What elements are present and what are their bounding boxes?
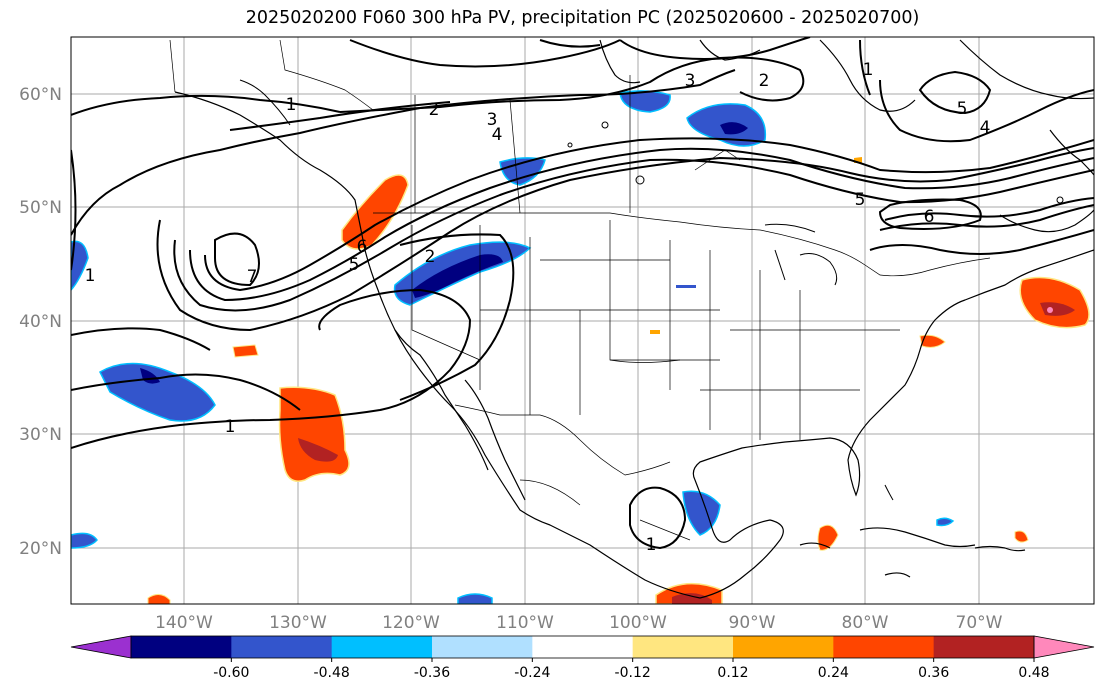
lon-label: 70°W xyxy=(956,613,1003,633)
colorbar-segment xyxy=(432,636,533,658)
colorbar-segment xyxy=(632,636,734,658)
colorbar-segment xyxy=(933,636,1035,658)
map-title: 2025020200 F060 300 hPa PV, precipitatio… xyxy=(245,8,920,28)
contour-label: 1 xyxy=(225,417,236,437)
colorbar-tick-label: -0.48 xyxy=(314,665,350,681)
contour-label: 1 xyxy=(646,535,657,555)
contour-label: 2 xyxy=(759,71,770,91)
colorbar-segment xyxy=(131,636,232,658)
lat-label: 20°N xyxy=(19,539,62,559)
contour-label: 5 xyxy=(349,255,360,275)
contour-label: 7 xyxy=(247,267,258,287)
contour-label: 5 xyxy=(855,190,866,210)
colorbar-segment xyxy=(532,636,634,658)
lon-label: 120°W xyxy=(382,613,440,633)
colorbar-tick-label: -0.12 xyxy=(615,665,651,681)
map-panel: 1 2 3 4 5 6 7 1 2 3 2 5 4 5 6 1 1 1 xyxy=(71,37,1094,604)
political-borders xyxy=(169,39,991,541)
contour-label: 3 xyxy=(487,110,498,130)
lat-label: 50°N xyxy=(19,198,62,218)
colorbar-extend-min xyxy=(70,635,132,659)
colorbar-segments xyxy=(70,635,1095,659)
lon-label: 140°W xyxy=(155,613,213,633)
lat-label: 30°N xyxy=(19,425,62,445)
lon-label: 80°W xyxy=(842,613,889,633)
pv-contours xyxy=(71,37,1094,550)
colorbar-tick-label: 0.48 xyxy=(1018,665,1049,681)
colorbar-segment xyxy=(231,636,333,658)
contour-label: 4 xyxy=(492,125,503,145)
colorbar-extend-max xyxy=(1033,635,1095,659)
contour-label: 3 xyxy=(685,71,696,91)
contour-label: 5 xyxy=(957,99,968,119)
lon-label: 130°W xyxy=(269,613,327,633)
lon-label: 90°W xyxy=(729,613,776,633)
latitude-labels: 60°N 50°N 40°N 30°N 20°N xyxy=(19,85,62,559)
colorbar-tick-label: 0.36 xyxy=(918,665,949,681)
contour-label: 1 xyxy=(85,266,96,286)
colorbar-segment xyxy=(331,636,433,658)
contour-label: 6 xyxy=(357,237,368,257)
colorbar: -0.60 -0.48 -0.36 -0.24 -0.12 0.12 0.24 0.36 0.4… xyxy=(70,635,1095,681)
colorbar-segment xyxy=(733,636,834,658)
colorbar-tick-label: 0.24 xyxy=(818,665,849,681)
lon-label: 100°W xyxy=(609,613,667,633)
contour-label: 2 xyxy=(425,247,436,267)
lakes-islands xyxy=(239,79,1064,501)
longitude-labels: 140°W 130°W 120°W 110°W 100°W 90°W 80°W … xyxy=(155,613,1003,633)
contour-label: 2 xyxy=(429,100,440,120)
lon-label: 110°W xyxy=(496,613,554,633)
colorbar-segment xyxy=(833,636,935,658)
colorbar-tick-label: -0.36 xyxy=(414,665,450,681)
contour-label: 4 xyxy=(980,118,991,138)
colorbar-tick-label: 0.12 xyxy=(717,665,748,681)
colorbar-ticks: -0.60 -0.48 -0.36 -0.24 -0.12 0.12 0.24 0.36 0.4… xyxy=(213,658,1050,681)
precip-negative-areas xyxy=(71,90,955,604)
contour-label: 6 xyxy=(924,207,935,227)
contour-labels: 1 2 3 4 5 6 7 1 2 3 2 5 4 5 6 1 1 1 xyxy=(85,60,991,555)
colorbar-outline xyxy=(130,635,1035,659)
precip-positive-areas xyxy=(147,157,1090,604)
lat-label: 40°N xyxy=(19,312,62,332)
contour-label: 1 xyxy=(863,60,874,80)
colorbar-tick-label: -0.24 xyxy=(514,665,550,681)
lat-label: 60°N xyxy=(19,85,62,105)
contour-label: 1 xyxy=(286,95,297,115)
colorbar-tick-label: -0.60 xyxy=(213,665,249,681)
map-frame xyxy=(70,36,1095,605)
